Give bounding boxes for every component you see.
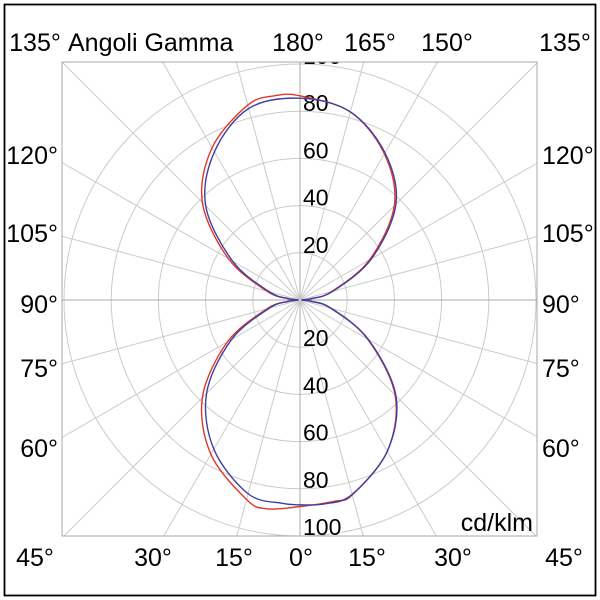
grid-spoke-60 — [299, 299, 537, 438]
angle-label-bottom-4: 15° — [348, 544, 386, 572]
grid-spoke-240 — [62, 162, 301, 301]
angle-label-bottom-3: 0° — [289, 544, 313, 572]
grid-spoke-255 — [62, 235, 301, 301]
unit-label: cd/klm — [461, 509, 533, 537]
grid-spoke-45 — [299, 299, 537, 536]
angle-label-top-0: 135° — [9, 29, 61, 57]
radial-tick-bottom-60: 60 — [303, 420, 329, 446]
angle-label-right-1: 105° — [542, 220, 594, 248]
radial-tick-bottom-40: 40 — [303, 372, 329, 398]
angle-label-left-3: 75° — [20, 355, 58, 383]
grid-spoke-150 — [299, 62, 438, 301]
angle-label-right-3: 75° — [542, 355, 580, 383]
angle-label-left-1: 105° — [6, 220, 58, 248]
radial-tick-top-60: 60 — [303, 137, 329, 163]
grid-spoke-300 — [62, 299, 301, 438]
angle-label-left-2: 90° — [20, 291, 58, 319]
intensity-curves — [200, 93, 398, 510]
grid-spoke-120 — [299, 162, 537, 301]
grid-spoke-165 — [299, 62, 365, 301]
angle-label-right-4: 60° — [542, 435, 580, 463]
grid-spoke-15 — [299, 299, 364, 536]
angle-label-right-0: 120° — [542, 142, 594, 170]
radial-tick-bottom-20: 20 — [303, 325, 329, 351]
radial-tick-bottom-80: 80 — [303, 467, 329, 493]
angle-label-top-2: 165° — [344, 29, 396, 57]
grid-spoke-30 — [299, 299, 437, 536]
plot-border — [61, 61, 538, 537]
angle-label-top-1: 180° — [272, 29, 324, 57]
radial-tick-top-100: 100 — [303, 43, 341, 69]
angle-label-top-4: 135° — [539, 29, 591, 57]
angle-label-bottom-5: 30° — [434, 544, 472, 572]
chart-title: Angoli Gamma — [68, 29, 233, 57]
angle-label-top-3: 150° — [421, 29, 473, 57]
radial-tick-top-20: 20 — [303, 232, 329, 258]
outer-frame — [3, 3, 597, 597]
grid-spoke-195 — [235, 62, 301, 301]
grid-spoke-225 — [62, 62, 301, 301]
grid-spoke-315 — [63, 299, 301, 536]
angle-label-bottom-0: 45° — [16, 544, 54, 572]
radial-tick-top-80: 80 — [303, 90, 329, 116]
angle-label-left-4: 60° — [20, 435, 58, 463]
grid-spoke-105 — [299, 236, 537, 301]
grid-spoke-75 — [299, 299, 537, 364]
grid-spoke-135 — [299, 62, 537, 301]
radial-tick-labels: 20 20 40 40 60 60 80 80 100 100 — [303, 43, 341, 540]
angle-tick-labels: 135° 180° 165° 150° 135° 120° 105° 90° 75° 60° 120… — [6, 29, 593, 572]
angle-label-right-2: 90° — [542, 291, 580, 319]
grid-spoke-330 — [163, 299, 301, 536]
grid-spoke-285 — [62, 299, 301, 365]
angle-label-bottom-6: 45° — [545, 544, 583, 572]
angle-label-bottom-1: 30° — [134, 544, 172, 572]
blue-curve — [204, 97, 398, 506]
angle-label-left-0: 120° — [6, 142, 58, 170]
angle-label-bottom-2: 15° — [215, 544, 253, 572]
radial-tick-bottom-100: 100 — [303, 514, 341, 540]
radial-tick-top-40: 40 — [303, 185, 329, 211]
grid-spoke-210 — [162, 62, 301, 301]
